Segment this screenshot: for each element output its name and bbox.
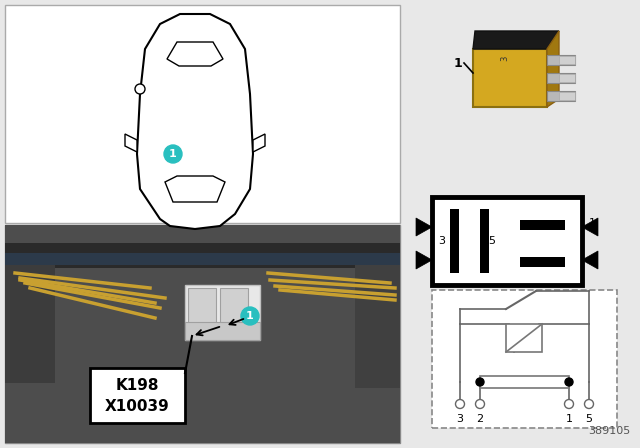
Circle shape [476,378,484,386]
Bar [185,285,260,340]
Bar [480,376,569,388]
Circle shape [564,400,573,409]
Bar [188,288,216,323]
Bar [559,56,575,64]
Text: 1: 1 [454,56,462,69]
Polygon shape [582,218,598,236]
Bar [506,324,542,352]
Bar [520,257,565,267]
Bar [432,197,582,285]
Polygon shape [547,31,559,107]
Polygon shape [582,251,598,269]
Polygon shape [473,31,559,49]
Bar [547,55,575,65]
Text: 1: 1 [246,311,254,321]
Text: 1: 1 [169,149,177,159]
Bar [547,91,575,101]
Text: 1: 1 [589,218,596,228]
Polygon shape [253,134,265,152]
Bar [480,209,489,273]
Bar [520,220,565,230]
Text: 5: 5 [586,414,593,424]
Bar [5,225,400,443]
Bar [432,290,617,428]
Text: 5: 5 [488,236,495,246]
Polygon shape [167,42,223,66]
Circle shape [456,400,465,409]
Text: K198: K198 [115,378,159,392]
Bar [547,73,575,83]
Bar [559,92,575,100]
Circle shape [476,400,484,409]
Polygon shape [416,251,432,269]
Bar [5,253,400,265]
Bar [559,74,575,82]
Bar [5,263,55,383]
Bar [220,288,248,323]
Circle shape [565,378,573,386]
Bar [5,5,400,223]
Polygon shape [137,14,253,229]
Bar [90,368,185,423]
Text: 389105: 389105 [588,426,630,436]
Text: 3: 3 [456,414,463,424]
Bar [355,258,400,388]
Polygon shape [473,49,547,107]
Polygon shape [125,134,137,152]
Bar [185,322,260,340]
Circle shape [241,307,259,325]
Text: 1: 1 [566,414,573,424]
Circle shape [164,145,182,163]
Text: X10039: X10039 [104,399,170,414]
Text: 2: 2 [589,255,596,265]
Bar [450,209,459,273]
Text: 3: 3 [438,236,445,246]
Text: 3: 3 [500,55,509,60]
Polygon shape [165,176,225,202]
Bar [5,225,400,443]
Circle shape [584,400,593,409]
Bar [5,243,400,268]
Text: 2: 2 [476,414,484,424]
Polygon shape [416,218,432,236]
Circle shape [135,84,145,94]
